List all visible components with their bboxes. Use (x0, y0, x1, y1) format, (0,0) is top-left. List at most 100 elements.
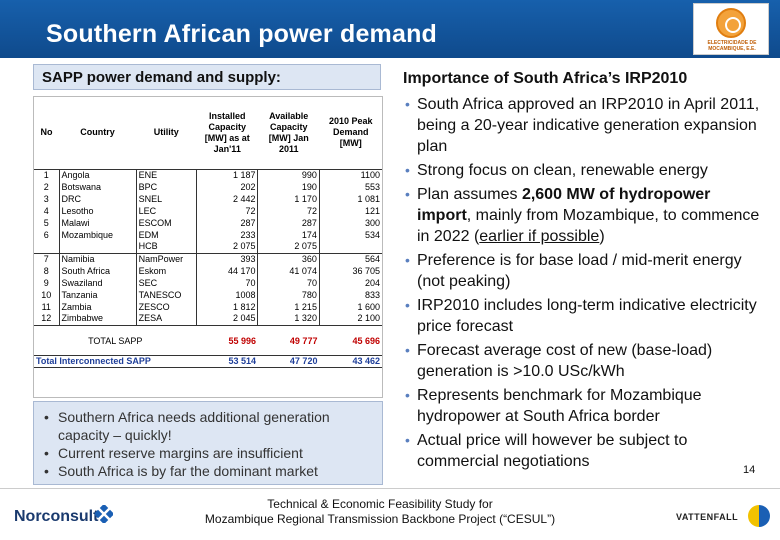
col-header-utility: Utility (153, 127, 179, 138)
footer-divider (0, 488, 780, 489)
cell-utility: ESCOM (135, 217, 197, 229)
cell-country: Mozambique (58, 229, 137, 241)
table-header-row: No Country Utility Installed Capacity [M… (34, 97, 382, 169)
cell-peak: 564 (318, 252, 382, 265)
right-bullet: Actual price will however be subject to … (405, 430, 765, 472)
right-bullet-pre: Strong focus on clean, renewable energy (417, 162, 708, 179)
cell-country (58, 241, 137, 253)
total-sapp-row: TOTAL SAPP 55 996 49 777 45 696 (34, 333, 382, 349)
cell-country: Malawi (58, 217, 137, 229)
right-bullet: Preference is for base load / mid-merit … (405, 250, 765, 292)
cell-available: 41 074 (257, 265, 320, 277)
table-row: 7 Namibia NamPower 393 360 564 (34, 252, 382, 265)
table-row: 9 Swaziland SEC 70 70 204 (34, 277, 382, 289)
cell-installed: 70 (196, 277, 258, 289)
cell-no: 8 (43, 265, 49, 276)
cell-available: 190 (257, 181, 320, 193)
cell-available: 287 (257, 217, 320, 229)
cell-installed: 72 (196, 205, 258, 217)
cell-utility: ZESCO (135, 301, 197, 313)
col-header-country: Country (80, 127, 115, 138)
col-header-installed: Installed Capacity [MW] as at Jan'11 (204, 110, 250, 154)
cell-country: Zimbabwe (58, 313, 137, 326)
total-interconnected-available: 47 720 (257, 354, 320, 368)
left-heading-box: SAPP power demand and supply: (33, 64, 381, 90)
cell-peak: 1100 (318, 168, 382, 181)
table-body: 1 Angola ENE 1 187 990 1100 2 Botswana BPC 202 190… (34, 168, 382, 368)
right-bullets: South Africa approved an IRP2010 in Apri… (405, 94, 765, 475)
total-interconnected-row: Total Interconnected SAPP 53 514 47 720 43 … (34, 354, 382, 368)
right-bullet-pre: Forecast average cost of new (base-load)… (417, 342, 713, 380)
cell-country: South Africa (58, 265, 137, 277)
cell-no: 11 (41, 301, 51, 312)
total-sapp-label: TOTAL SAPP (88, 335, 143, 346)
right-bullet-post: , mainly from Mozambique, to commence in… (417, 207, 760, 245)
col-header-available: Available Capacity [MW] Jan 2011 (268, 110, 309, 154)
right-bullet-pre: Actual price will however be subject to … (417, 432, 688, 470)
right-bullet-pre: Represents benchmark for Mozambique hydr… (417, 387, 702, 425)
right-bullet: Represents benchmark for Mozambique hydr… (405, 385, 765, 427)
cell-utility: ZESA (135, 313, 197, 326)
cell-peak (318, 241, 382, 253)
cell-available: 1 170 (257, 193, 320, 205)
cell-available: 72 (257, 205, 320, 217)
table-row: 6 Mozambique EDM 233 174 534 (34, 229, 382, 241)
page-number: 14 (743, 464, 756, 476)
cell-no: 2 (43, 181, 49, 192)
right-bullet-pre: Preference is for base load / mid-merit … (417, 252, 742, 290)
cell-utility: ENE (135, 168, 197, 181)
table-row: 8 South Africa Eskom 44 170 41 074 36 705 (34, 265, 382, 277)
right-bullet: Strong focus on clean, renewable energy (405, 160, 765, 181)
total-sapp-available: 49 777 (289, 335, 318, 346)
cell-installed: 2 075 (196, 241, 258, 253)
table-row: 12 Zimbabwe ZESA 2 045 1 320 2 100 (34, 313, 382, 326)
left-bullet: Current reserve margins are insufficient (44, 444, 378, 462)
cell-utility: HCB (135, 241, 197, 253)
right-bullet: IRP2010 includes long-term indicative el… (405, 295, 765, 337)
cell-utility: SEC (135, 277, 197, 289)
vattenfall-mark-icon (748, 505, 770, 527)
total-interconnected-label: Total Interconnected SAPP (34, 354, 197, 368)
norconsult-mark-icon (95, 505, 113, 523)
total-interconnected-peak: 43 462 (319, 354, 382, 368)
left-bullet: Southern Africa needs additional generat… (44, 408, 378, 444)
cell-utility: Eskom (135, 265, 197, 277)
cell-no (34, 241, 59, 253)
cell-peak: 534 (318, 229, 382, 241)
right-heading: Importance of South Africa’s IRP2010 (403, 70, 688, 87)
cell-available: 780 (257, 289, 320, 301)
edm-logo-icon (716, 8, 746, 38)
cell-available: 174 (257, 229, 320, 241)
cell-installed: 233 (196, 229, 258, 241)
cell-peak: 1 600 (318, 301, 382, 313)
cell-peak: 121 (318, 205, 382, 217)
edm-logo: ELECTRICIDADE DE MOCAMBIQUE, E.E. (693, 3, 769, 55)
edm-logo-text: ELECTRICIDADE DE MOCAMBIQUE, E.E. (707, 40, 757, 52)
cell-available: 70 (257, 277, 320, 289)
right-bullet: South Africa approved an IRP2010 in Apri… (405, 94, 765, 157)
cell-peak: 300 (318, 217, 382, 229)
total-interconnected-installed: 53 514 (196, 354, 258, 368)
cell-no: 5 (43, 217, 49, 228)
cell-country: Zambia (58, 301, 137, 313)
cell-utility: TANESCO (135, 289, 197, 301)
table-row: 5 Malawi ESCOM 287 287 300 (34, 217, 382, 229)
cell-country: Tanzania (58, 289, 137, 301)
spacer-row (34, 325, 382, 333)
cell-country: Namibia (58, 252, 137, 265)
right-bullet-pre: IRP2010 includes long-term indicative el… (417, 297, 757, 335)
cell-utility: EDM (135, 229, 197, 241)
cell-available: 1 215 (257, 301, 320, 313)
table-row: HCB 2 075 2 075 (34, 241, 382, 253)
cell-installed: 1 187 (196, 168, 258, 181)
left-bullets-box: Southern Africa needs additional generat… (33, 401, 383, 485)
cell-utility: SNEL (135, 193, 197, 205)
right-bullet: Plan assumes 2,600 MW of hydropower impo… (405, 184, 765, 247)
cell-no: 6 (43, 229, 49, 240)
cell-country: Lesotho (58, 205, 137, 217)
cell-peak: 553 (318, 181, 382, 193)
cell-peak: 36 705 (318, 265, 382, 277)
vattenfall-logo: VATTENFALL (676, 512, 739, 522)
cell-peak: 1 081 (318, 193, 382, 205)
